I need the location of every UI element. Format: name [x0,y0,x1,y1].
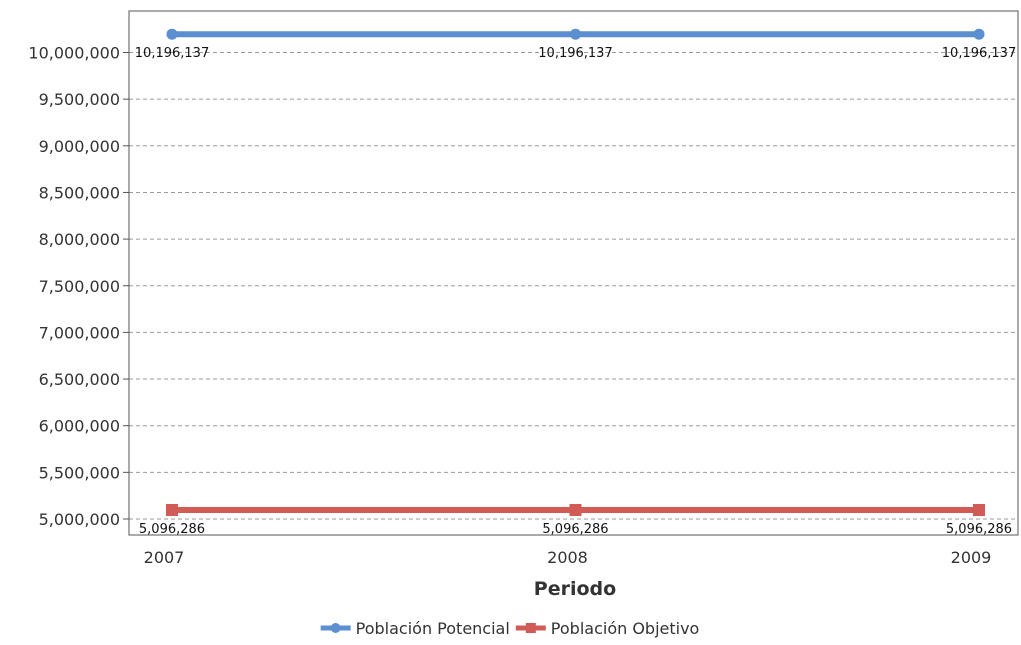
legend-entry-label[interactable]: Población Objetivo [551,619,700,638]
legend-swatch-marker [330,623,341,633]
legend-entry-label[interactable]: Población Potencial [356,619,510,638]
series-point[interactable] [166,504,178,517]
series-point[interactable] [973,28,985,40]
y-axis: 5,000,000 5,500,000 6,000,000 6,500,000 7,00… [28,44,129,529]
y-tick-label: 5,500,000 [39,463,120,482]
gridlines [129,52,1018,520]
y-tick-label: 6,500,000 [39,370,120,389]
series-layer [166,28,985,517]
series-point[interactable] [166,28,178,40]
y-tick-label: 8,000,000 [39,230,120,249]
data-label: 5,096,286 [139,522,205,537]
data-label: 5,096,286 [542,522,608,537]
y-tick-label: 7,000,000 [39,323,120,342]
x-tick-label: 2007 [144,548,185,567]
data-labels-layer: 10,196,137 10,196,137 10,196,137 5,096,286 5… [135,46,1016,537]
y-tick-label: 10,000,000 [28,44,120,63]
plot-area-frame [128,10,1019,536]
x-tick-label: 2008 [547,548,588,567]
legend: Población Potencial Población Objetivo [320,619,700,638]
y-tick-label: 7,500,000 [39,277,120,296]
series-point[interactable] [973,504,985,517]
data-label: 10,196,137 [538,46,612,61]
y-tick-label: 9,000,000 [39,137,120,156]
x-axis: 2007 2008 2009 [144,548,992,567]
series-point[interactable] [569,504,582,517]
data-label: 5,096,286 [946,522,1012,537]
data-label: 10,196,137 [942,46,1016,61]
data-label: 10,196,137 [135,46,209,61]
legend-swatch-marker [525,623,536,633]
y-tick-label: 9,500,000 [39,90,120,109]
x-axis-title: Periodo [534,578,616,600]
series-point[interactable] [570,28,581,40]
y-tick-label: 8,500,000 [39,183,120,202]
x-tick-label: 2009 [951,548,992,567]
y-tick-label: 6,000,000 [39,417,120,436]
y-tick-label: 5,000,000 [39,510,120,529]
